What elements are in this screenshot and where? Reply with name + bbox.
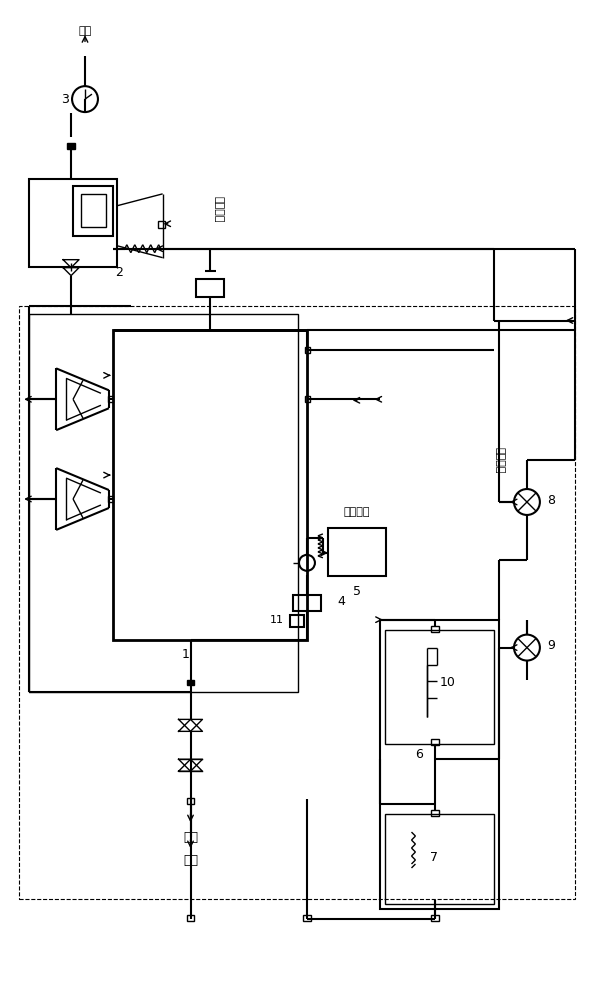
Bar — [108, 496, 113, 502]
Bar — [186, 798, 195, 804]
Text: 氮气: 氮气 — [183, 854, 198, 867]
Bar — [290, 615, 304, 627]
Bar — [197, 279, 224, 297]
Bar — [186, 680, 195, 685]
Text: 桶装废品: 桶装废品 — [213, 196, 224, 222]
Bar — [73, 186, 113, 236]
Bar — [432, 915, 439, 921]
Bar — [432, 626, 439, 632]
Bar — [385, 630, 494, 744]
Text: 3: 3 — [61, 93, 69, 106]
Bar — [380, 620, 499, 909]
Text: 6: 6 — [415, 748, 423, 761]
Text: 9: 9 — [547, 639, 555, 652]
Text: 5: 5 — [353, 585, 361, 598]
Bar — [305, 396, 310, 402]
Bar — [67, 143, 75, 149]
Text: 2: 2 — [115, 266, 123, 279]
Bar — [108, 396, 113, 402]
Text: 氮气: 氮气 — [183, 831, 198, 844]
Bar — [19, 306, 575, 899]
Text: 4: 4 — [338, 595, 346, 608]
Bar — [293, 595, 321, 611]
Text: 吨袋成品: 吨袋成品 — [344, 507, 370, 517]
Text: 8: 8 — [547, 493, 555, 506]
Text: 10: 10 — [439, 676, 455, 689]
Text: 7: 7 — [430, 851, 438, 864]
Bar — [29, 179, 117, 267]
Bar — [328, 528, 386, 576]
Text: 11: 11 — [270, 615, 284, 625]
Bar — [81, 194, 106, 227]
Text: 桶装废品: 桶装废品 — [494, 447, 504, 473]
Bar — [305, 347, 310, 353]
Text: 1: 1 — [182, 648, 189, 661]
Bar — [432, 739, 439, 745]
Bar — [29, 314, 298, 692]
Text: 大气: 大气 — [78, 26, 91, 36]
Bar — [113, 330, 307, 640]
Bar — [432, 810, 439, 816]
Bar — [186, 915, 195, 921]
Bar — [303, 915, 311, 921]
Bar — [157, 221, 165, 228]
Bar — [385, 814, 494, 904]
